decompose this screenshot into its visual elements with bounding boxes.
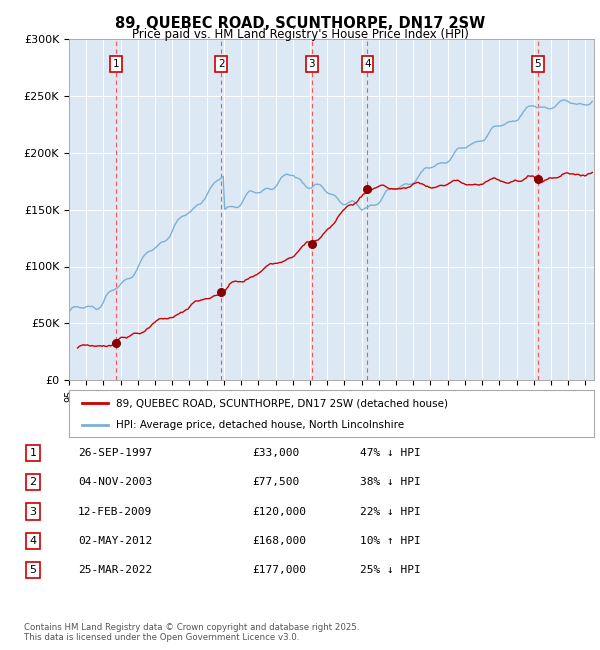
Text: 26-SEP-1997: 26-SEP-1997 [78,448,152,458]
Text: 02-MAY-2012: 02-MAY-2012 [78,536,152,546]
Text: HPI: Average price, detached house, North Lincolnshire: HPI: Average price, detached house, Nort… [116,420,404,430]
Text: 1: 1 [29,448,37,458]
Text: This data is licensed under the Open Government Licence v3.0.: This data is licensed under the Open Gov… [24,633,299,642]
Text: 1: 1 [113,59,119,69]
Text: 3: 3 [29,506,37,517]
Text: 4: 4 [29,536,37,546]
Text: £33,000: £33,000 [252,448,299,458]
Text: 10% ↑ HPI: 10% ↑ HPI [360,536,421,546]
Text: Contains HM Land Registry data © Crown copyright and database right 2025.: Contains HM Land Registry data © Crown c… [24,623,359,632]
Text: 22% ↓ HPI: 22% ↓ HPI [360,506,421,517]
Text: 3: 3 [308,59,315,69]
Text: 47% ↓ HPI: 47% ↓ HPI [360,448,421,458]
Text: 2: 2 [29,477,37,488]
Text: £120,000: £120,000 [252,506,306,517]
Text: 89, QUEBEC ROAD, SCUNTHORPE, DN17 2SW (detached house): 89, QUEBEC ROAD, SCUNTHORPE, DN17 2SW (d… [116,398,448,408]
Text: £177,000: £177,000 [252,565,306,575]
Text: 38% ↓ HPI: 38% ↓ HPI [360,477,421,488]
Text: 25% ↓ HPI: 25% ↓ HPI [360,565,421,575]
Text: 04-NOV-2003: 04-NOV-2003 [78,477,152,488]
Text: 5: 5 [29,565,37,575]
Text: Price paid vs. HM Land Registry's House Price Index (HPI): Price paid vs. HM Land Registry's House … [131,28,469,41]
Text: 89, QUEBEC ROAD, SCUNTHORPE, DN17 2SW: 89, QUEBEC ROAD, SCUNTHORPE, DN17 2SW [115,16,485,31]
Text: 25-MAR-2022: 25-MAR-2022 [78,565,152,575]
Text: 12-FEB-2009: 12-FEB-2009 [78,506,152,517]
Text: 5: 5 [535,59,541,69]
Text: 2: 2 [218,59,224,69]
Text: £77,500: £77,500 [252,477,299,488]
Text: 4: 4 [364,59,371,69]
Text: £168,000: £168,000 [252,536,306,546]
